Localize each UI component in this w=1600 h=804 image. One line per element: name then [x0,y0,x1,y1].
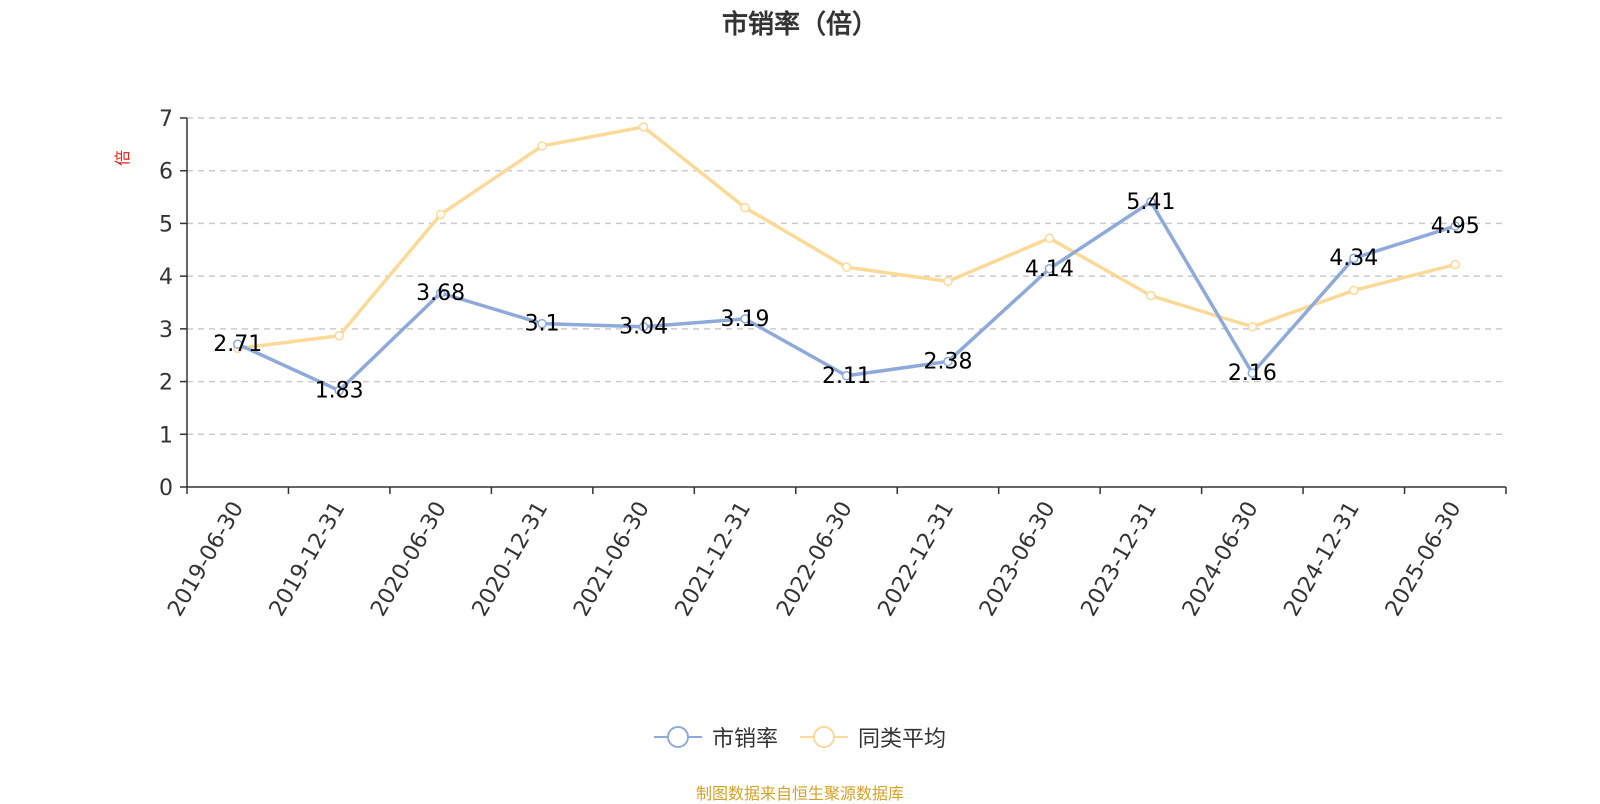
series-2-point [943,276,953,287]
y-tick-label: 6 [159,160,173,185]
legend-marker-series-1 [653,723,702,751]
series-1-point [232,339,243,349]
series-lines [232,122,1461,396]
series-1-point [1450,221,1461,231]
y-tick-label: 7 [159,107,173,132]
series-1-point [435,288,446,298]
data-label: 4.34 [1329,246,1378,271]
x-tick-label: 2023-06-30 [975,498,1061,621]
series-1-point [943,356,953,367]
x-tick-label: 2024-12-31 [1279,498,1365,621]
chart-title: 市销率（倍） [721,10,878,40]
series-1-point [537,318,547,329]
legend: 市销率 同类平均 [0,722,1600,752]
legend-item-series-1[interactable]: 市销率 [653,721,778,753]
x-tick-label: 2022-12-31 [874,498,960,621]
legend-marker-series-2 [800,723,848,751]
data-label: 2.71 [213,332,262,357]
y-tick-label: 4 [159,265,173,290]
x-tick-label: 2020-12-31 [468,498,554,621]
data-label: 3.19 [721,307,770,332]
data-label: 3.68 [416,281,465,306]
data-label: 2.38 [923,350,972,375]
series-2-point [435,209,446,220]
x-tick-label: 2022-06-30 [772,498,858,621]
legend-item-series-2[interactable]: 同类平均 [800,721,946,753]
series-1-point [1146,197,1156,207]
data-label: 2.16 [1228,361,1277,386]
data-label: 2.11 [822,364,871,389]
data-label: 3.1 [525,312,560,337]
data-label: 5.41 [1126,190,1175,215]
source-note: 制图数据来自恒生聚源数据库 [695,784,904,803]
series-1-point [841,371,852,381]
series-2-point [841,262,852,272]
y-tick-label: 2 [159,371,173,396]
series-1-point [740,314,750,324]
data-label: 4.14 [1025,257,1074,282]
series-2-point [638,122,649,132]
data-label: 1.83 [315,379,364,404]
legend-label-series-1: 市销率 [711,727,778,752]
series-1-point [638,321,649,332]
x-tick-label: 2021-06-30 [569,498,655,621]
x-tick-label: 2023-12-31 [1077,498,1163,621]
series-2-point [537,141,547,151]
legend-label-series-2: 同类平均 [858,727,947,752]
x-tick-label: 2019-06-30 [163,498,249,621]
series-1-point [1247,368,1258,378]
x-tick-label: 2021-12-31 [671,498,757,621]
series-2-point [1044,233,1055,243]
series-1-point [1044,264,1055,274]
series-2-point [1146,290,1156,301]
series-1-point [334,385,344,396]
series-2-point [334,330,344,341]
y-axis-label: 倍 [113,150,132,166]
data-labels: 2.71 1.83 3.68 3.1 3.04 3.19 2.11 2.38 4.14 5.41 2… [213,190,1480,404]
series-2-point [740,202,750,213]
data-label: 3.04 [619,315,668,340]
y-tick-label: 5 [159,212,173,237]
series-2-point [1450,259,1461,270]
y-tick-label: 1 [159,423,173,448]
series-line-2 [235,125,1458,351]
x-tick-label: 2024-06-30 [1178,498,1264,621]
y-tick-label: 0 [159,476,173,501]
series-1-point [1349,253,1359,263]
series-2-point [1247,321,1258,332]
x-tick-label: 2019-12-31 [265,498,351,621]
x-tick-label: 2020-06-30 [366,497,452,620]
series-2-point [1349,285,1359,296]
y-tick-label: 3 [159,318,173,343]
data-label: 4.95 [1431,214,1480,239]
x-tick-label: 2025-06-30 [1381,498,1467,621]
